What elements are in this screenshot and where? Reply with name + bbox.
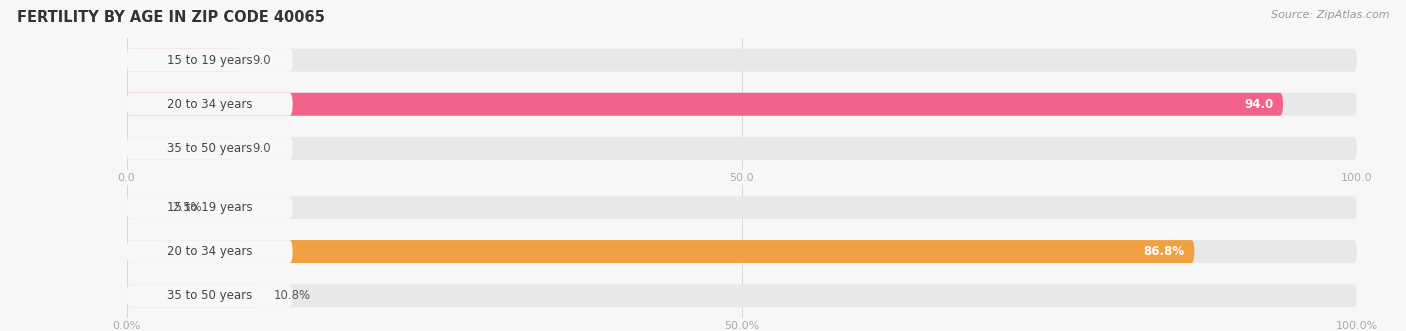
FancyBboxPatch shape xyxy=(127,284,260,307)
FancyBboxPatch shape xyxy=(127,240,292,263)
FancyBboxPatch shape xyxy=(127,137,1357,160)
Text: 2.5%: 2.5% xyxy=(172,201,202,214)
Text: 20 to 34 years: 20 to 34 years xyxy=(167,98,252,111)
FancyBboxPatch shape xyxy=(127,137,292,160)
Text: 15 to 19 years: 15 to 19 years xyxy=(167,201,253,214)
FancyBboxPatch shape xyxy=(127,49,238,71)
FancyBboxPatch shape xyxy=(127,240,1357,263)
FancyBboxPatch shape xyxy=(127,93,1357,116)
Text: 9.0: 9.0 xyxy=(252,54,270,67)
FancyBboxPatch shape xyxy=(127,137,238,160)
Text: FERTILITY BY AGE IN ZIP CODE 40065: FERTILITY BY AGE IN ZIP CODE 40065 xyxy=(17,10,325,25)
Text: 86.8%: 86.8% xyxy=(1143,245,1185,258)
FancyBboxPatch shape xyxy=(127,196,292,219)
Text: 15 to 19 years: 15 to 19 years xyxy=(167,54,253,67)
Text: 94.0: 94.0 xyxy=(1244,98,1274,111)
FancyBboxPatch shape xyxy=(127,196,1357,219)
Text: Source: ZipAtlas.com: Source: ZipAtlas.com xyxy=(1271,10,1389,20)
FancyBboxPatch shape xyxy=(127,93,1282,116)
FancyBboxPatch shape xyxy=(127,284,1357,307)
FancyBboxPatch shape xyxy=(127,196,157,219)
Text: 9.0: 9.0 xyxy=(252,142,270,155)
FancyBboxPatch shape xyxy=(127,284,292,307)
Text: 10.8%: 10.8% xyxy=(274,289,311,302)
FancyBboxPatch shape xyxy=(127,93,292,116)
Text: 35 to 50 years: 35 to 50 years xyxy=(167,289,252,302)
FancyBboxPatch shape xyxy=(127,49,1357,71)
FancyBboxPatch shape xyxy=(127,240,1195,263)
Text: 20 to 34 years: 20 to 34 years xyxy=(167,245,252,258)
FancyBboxPatch shape xyxy=(127,49,292,71)
Text: 35 to 50 years: 35 to 50 years xyxy=(167,142,252,155)
